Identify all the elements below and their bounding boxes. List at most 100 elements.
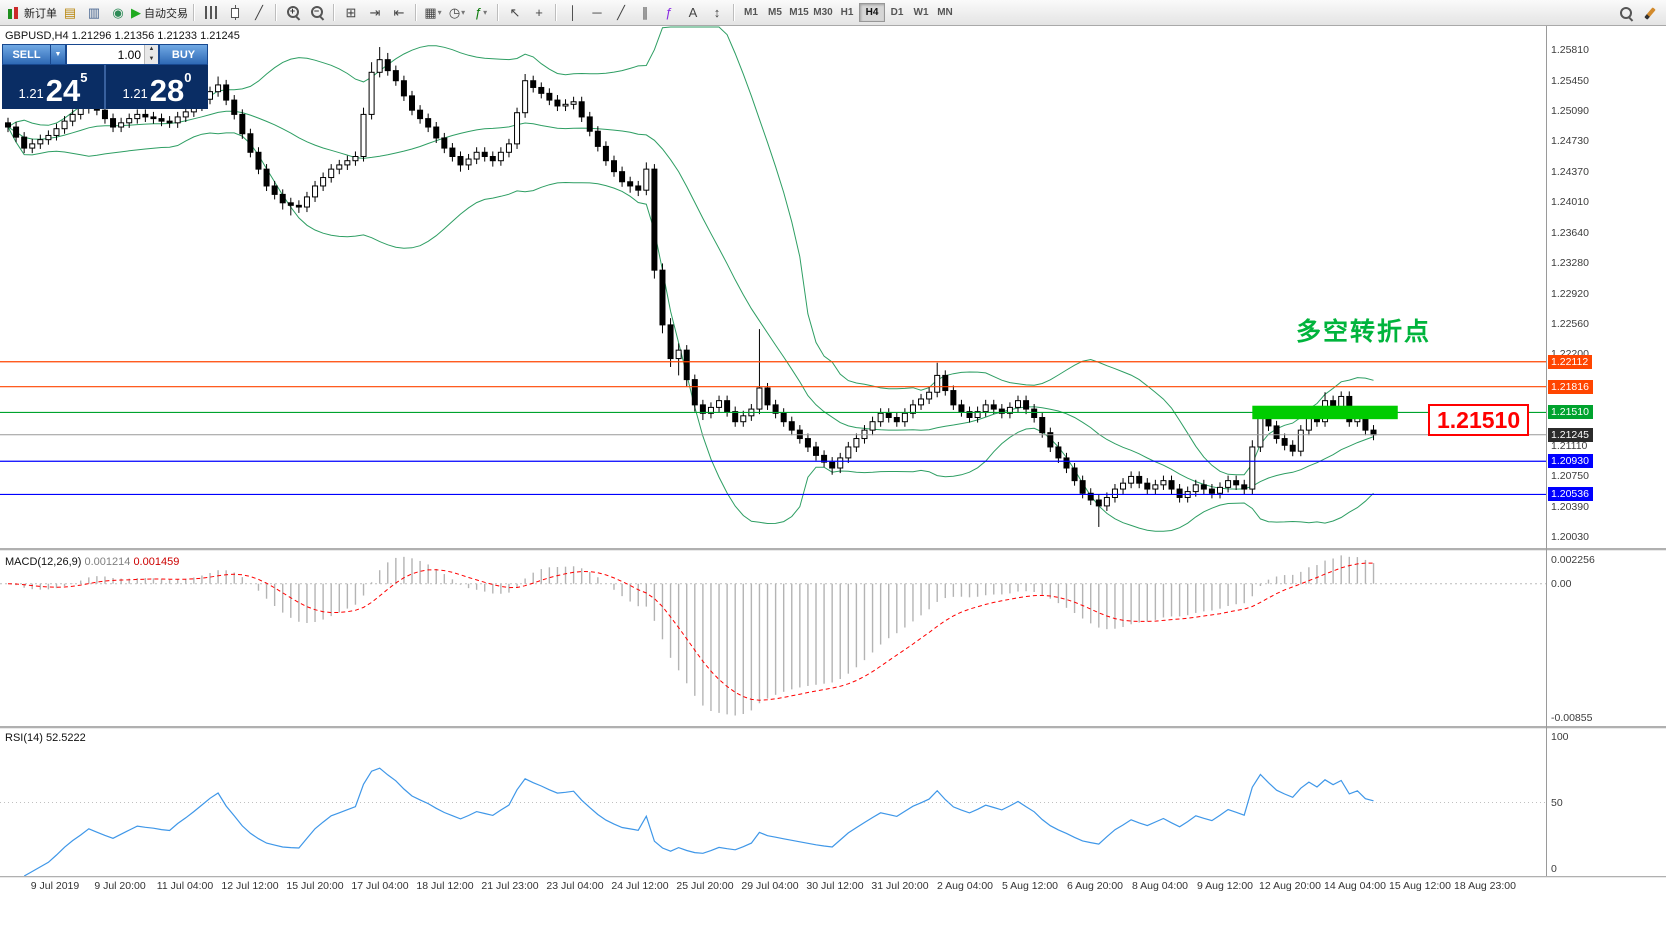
ohlc-text: GBPUSD,H4 1.21296 1.21356 1.21233 1.2124… bbox=[5, 30, 240, 42]
time-tick-label: 12 Aug 20:00 bbox=[1259, 880, 1321, 892]
volume-up-button[interactable]: ▲ bbox=[145, 45, 158, 55]
arrow-objects-icon: ↕ bbox=[713, 5, 721, 20]
bid-price-tag: 1.21245 bbox=[1548, 427, 1593, 442]
candlestick-chart-icon[interactable] bbox=[224, 3, 246, 23]
autotrading-button[interactable]: ▶ 自动交易 bbox=[131, 3, 188, 23]
price-chart[interactable] bbox=[0, 26, 1546, 548]
rsi-panel[interactable] bbox=[0, 729, 1546, 876]
timeframe-m30-button[interactable]: M30 bbox=[813, 7, 833, 18]
macd-panel[interactable] bbox=[0, 552, 1546, 726]
time-tick-label: 31 Jul 20:00 bbox=[871, 880, 929, 892]
price-tick-label: 1.23280 bbox=[1551, 257, 1589, 270]
fibonacci-retracement-icon[interactable]: ƒ bbox=[658, 3, 680, 23]
buy-button[interactable]: BUY bbox=[159, 44, 208, 65]
time-tick-label: 5 Aug 12:00 bbox=[1001, 880, 1059, 892]
time-tick-label: 11 Jul 04:00 bbox=[156, 880, 214, 892]
price-tick-label: 1.21110 bbox=[1551, 440, 1588, 453]
sell-price-big: 24 bbox=[45, 73, 81, 108]
chart-shift-icon[interactable]: ⇤ bbox=[388, 3, 410, 23]
crosshair-icon[interactable]: + bbox=[528, 3, 550, 23]
market-watch-icon[interactable]: ◉ bbox=[107, 3, 129, 23]
fibonacci-retracement-icon: ƒ bbox=[665, 5, 673, 20]
level-price-tag[interactable]: 1.22112 bbox=[1548, 354, 1593, 369]
time-tick-label: 9 Jul 20:00 bbox=[94, 880, 146, 892]
price-axis[interactable]: 1.25810 1.25450 1.25090 1.24730 1.24370 1.240… bbox=[1548, 0, 1666, 952]
period-menu-icon[interactable]: ◷ ▾ bbox=[446, 3, 468, 23]
price-divider bbox=[104, 65, 106, 109]
level-price-tag[interactable]: 1.21816 bbox=[1548, 379, 1593, 394]
new-order-button[interactable]: 新订单 bbox=[5, 3, 57, 23]
cursor-icon[interactable]: ↖ bbox=[504, 3, 526, 23]
highlight-rectangle[interactable] bbox=[1252, 405, 1398, 420]
time-axis[interactable]: 9 Jul 2019 9 Jul 20:00 11 Jul 04:00 12 Jul … bbox=[0, 880, 1666, 896]
timeframe-d1-button[interactable]: D1 bbox=[890, 7, 904, 18]
level-price-tag[interactable]: 1.20536 bbox=[1548, 487, 1593, 502]
macd-header: MACD(12,26,9) 0.001214 0.001459 bbox=[5, 556, 179, 568]
new-chart-menu-icon[interactable]: ▦ ▾ bbox=[422, 3, 444, 23]
line-chart-icon[interactable]: ╱ bbox=[248, 3, 270, 23]
level-price-tag[interactable]: 1.21510 bbox=[1548, 405, 1593, 420]
macd-label: MACD(12,26,9) bbox=[5, 556, 82, 568]
trendline-icon[interactable]: ╱ bbox=[610, 3, 632, 23]
cursor-icon: ↖ bbox=[509, 5, 521, 20]
auto-scroll-icon: ⇥ bbox=[369, 5, 381, 20]
symbol-ohlc-header: GBPUSD,H4 1.21296 1.21356 1.21233 1.2124… bbox=[5, 30, 240, 42]
panel-separator[interactable] bbox=[0, 726, 1666, 729]
zoom-out-icon[interactable]: − bbox=[306, 3, 328, 23]
timeframe-m15-button[interactable]: M15 bbox=[789, 7, 809, 18]
sell-price[interactable]: 1.21 24 5 bbox=[2, 65, 104, 109]
sell-price-prefix: 1.21 bbox=[18, 86, 44, 101]
timeframe-h1-button[interactable]: H1 bbox=[840, 7, 854, 18]
timeframe-w1-button[interactable]: W1 bbox=[913, 7, 929, 18]
chart-annotation-text: 多空转折点 bbox=[1296, 318, 1432, 346]
equidistant-channel-icon: ∥ bbox=[641, 5, 649, 20]
vertical-line-icon[interactable]: │ bbox=[562, 3, 584, 23]
price-tick-label: 1.24370 bbox=[1551, 165, 1589, 178]
macd-histogram bbox=[15, 555, 1375, 716]
new-chart-menu-icon: ▦ bbox=[424, 5, 437, 20]
buy-price-big: 28 bbox=[149, 73, 185, 108]
toolbar-separator bbox=[275, 4, 277, 21]
chevron-down-icon: ▾ bbox=[461, 8, 466, 17]
level-callout-label[interactable]: 1.21510 bbox=[1428, 404, 1530, 436]
one-click-trading-panel: SELL ▼ ▲ ▼ BUY 1.21 24 5 1.21 28 0 bbox=[2, 44, 208, 109]
volume-down-button[interactable]: ▼ bbox=[145, 54, 158, 64]
bar-chart-icon bbox=[204, 6, 218, 19]
level-price-tag[interactable]: 1.20930 bbox=[1548, 454, 1593, 469]
tile-windows-icon: ⊞ bbox=[345, 5, 357, 20]
panel-separator[interactable] bbox=[0, 548, 1666, 551]
sell-button[interactable]: SELL bbox=[2, 44, 51, 65]
volume-input[interactable] bbox=[67, 45, 144, 64]
text-label-icon[interactable]: A bbox=[682, 3, 704, 23]
indicators-menu-icon: ƒ bbox=[474, 5, 483, 20]
bid-ask-display: 1.21 24 5 1.21 28 0 bbox=[2, 65, 208, 109]
order-type-dropdown[interactable]: ▼ bbox=[51, 44, 66, 65]
toolbar-right-group bbox=[1614, 0, 1662, 26]
new-order-label: 新订单 bbox=[24, 7, 57, 20]
chevron-down-icon: ▾ bbox=[483, 8, 488, 17]
horizontal-line-icon[interactable]: ─ bbox=[586, 3, 608, 23]
time-tick-label: 14 Aug 04:00 bbox=[1324, 880, 1386, 892]
bar-chart-icon[interactable] bbox=[200, 3, 222, 23]
arrow-objects-icon[interactable]: ↕ bbox=[706, 3, 728, 23]
timeframe-m1-button[interactable]: M1 bbox=[744, 7, 758, 18]
tile-windows-icon[interactable]: ⊞ bbox=[340, 3, 362, 23]
time-axis-border bbox=[0, 876, 1666, 878]
zoom-in-icon[interactable]: + bbox=[282, 3, 304, 23]
time-tick-label: 23 Jul 04:00 bbox=[546, 880, 604, 892]
search-icon[interactable] bbox=[1615, 3, 1637, 23]
profiles-icon[interactable]: ▥ bbox=[83, 3, 105, 23]
time-tick-label: 24 Jul 12:00 bbox=[611, 880, 669, 892]
timeframe-mn-button[interactable]: MN bbox=[937, 7, 953, 18]
new-chart-icon[interactable]: ▤ bbox=[59, 3, 81, 23]
indicators-menu-icon[interactable]: ƒ ▾ bbox=[470, 3, 492, 23]
text-label-icon: A bbox=[688, 5, 698, 20]
timeframe-m5-button[interactable]: M5 bbox=[768, 7, 782, 18]
buy-price[interactable]: 1.21 28 0 bbox=[106, 65, 208, 109]
auto-scroll-icon[interactable]: ⇥ bbox=[364, 3, 386, 23]
timeframe-h4-button[interactable]: H4 bbox=[859, 3, 885, 22]
equidistant-channel-icon[interactable]: ∥ bbox=[634, 3, 656, 23]
rsi-axis-bottom-label: 0 bbox=[1551, 863, 1557, 875]
macd-axis-bottom-label: -0.00855 bbox=[1551, 712, 1593, 724]
